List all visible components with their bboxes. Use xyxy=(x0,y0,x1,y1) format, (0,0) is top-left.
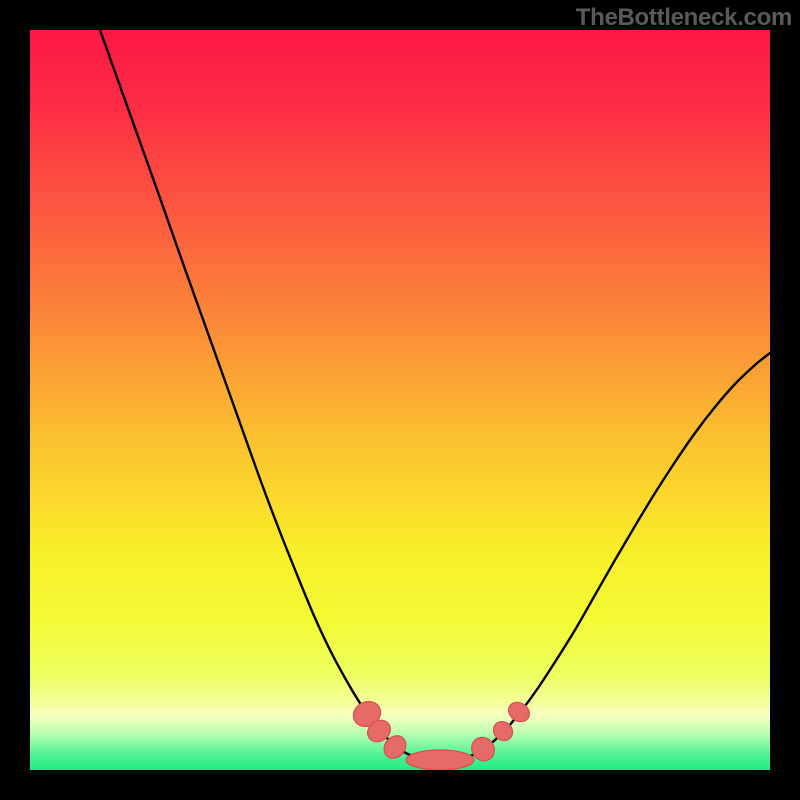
curve-marker xyxy=(406,750,474,770)
chart-plot-area xyxy=(30,30,770,770)
outer-frame: TheBottleneck.com xyxy=(0,0,800,800)
watermark-text: TheBottleneck.com xyxy=(576,4,792,32)
chart-svg xyxy=(30,30,770,770)
chart-background xyxy=(30,30,770,770)
